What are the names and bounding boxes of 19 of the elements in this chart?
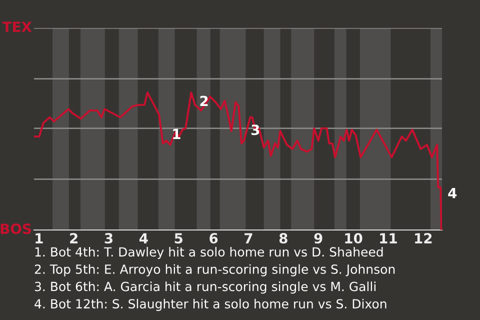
x-tick-label: 5 xyxy=(174,233,182,244)
x-tick-label: 12 xyxy=(415,233,432,244)
text: 3. Bot 6th: A. Garcia hit a run-scoring single vs M. Galli xyxy=(34,282,376,294)
x-tick-label: 4 xyxy=(139,233,148,244)
text: TEX xyxy=(2,22,32,32)
x-tick-label: 3 xyxy=(104,233,112,244)
x-tick-label: 1 xyxy=(36,233,43,244)
text: 2. Top 5th: E. Arroyo hit a run-scoring single vs S. Johnson xyxy=(34,264,395,276)
text: BOS xyxy=(0,224,31,234)
annotation: 4 xyxy=(448,188,457,198)
x-tick-label: 10 xyxy=(345,233,362,244)
text: 4. Bot 12th: S. Slaughter hit a solo home run vs S. Dixon xyxy=(34,298,386,311)
x-tick-label: 2 xyxy=(70,233,78,244)
text: 1. Bot 4th: T. Dawley hit a solo home run vs D. Shaheed xyxy=(35,246,383,260)
x-tick-label: 7 xyxy=(244,233,252,244)
x-tick-label: 6 xyxy=(210,233,218,244)
x-tick-label: 11 xyxy=(380,233,397,244)
x-tick-label: 8 xyxy=(279,233,288,244)
x-tick-label: 9 xyxy=(314,233,322,244)
